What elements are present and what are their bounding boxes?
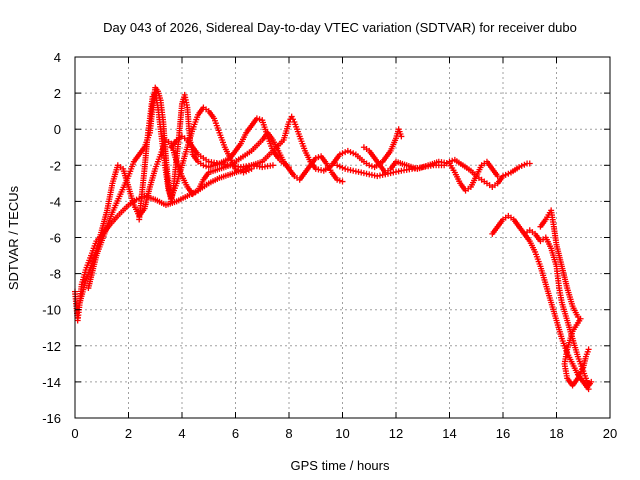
y-tick-label: -8 xyxy=(49,267,61,282)
x-tick-label: 10 xyxy=(335,426,349,441)
y-tick-label: -12 xyxy=(42,339,61,354)
axis-ticks: 0 2 4 6 8 10 12 14 16 18 20 -16 -14 -12 -10 -8 -6 -4 -2 0 2 4 xyxy=(42,50,617,441)
y-tick-label: 2 xyxy=(54,86,61,101)
x-tick-label: 12 xyxy=(389,426,403,441)
y-axis-label: SDTVAR / TECUs xyxy=(6,185,21,290)
x-axis-label: GPS time / hours xyxy=(291,458,390,473)
series-trace-b xyxy=(77,129,346,304)
series-trace-j xyxy=(537,207,592,389)
x-tick-label: 18 xyxy=(549,426,563,441)
y-tick-label: -10 xyxy=(42,303,61,318)
series-markers xyxy=(537,207,592,389)
series-markers xyxy=(136,90,255,223)
y-tick-label: -2 xyxy=(49,158,61,173)
y-tick-label: -6 xyxy=(49,231,61,246)
x-tick-label: 4 xyxy=(178,426,185,441)
series-markers xyxy=(360,144,501,194)
x-tick-label: 8 xyxy=(285,426,292,441)
y-tick-label: -4 xyxy=(49,194,61,209)
y-tick-label: 0 xyxy=(54,122,61,137)
x-tick-label: 16 xyxy=(496,426,510,441)
series-markers xyxy=(77,129,346,304)
series-trace-g xyxy=(360,144,501,194)
x-tick-label: 20 xyxy=(603,426,617,441)
x-tick-label: 2 xyxy=(125,426,132,441)
chart-title: Day 043 of 2026, Sidereal Day-to-day VTE… xyxy=(103,20,577,35)
series-markers xyxy=(168,113,405,174)
x-tick-label: 6 xyxy=(232,426,239,441)
y-tick-label: 4 xyxy=(54,50,61,65)
x-tick-label: 0 xyxy=(71,426,78,441)
y-tick-label: -14 xyxy=(42,375,61,390)
series-trace-d xyxy=(136,90,255,223)
data-marks xyxy=(72,84,595,393)
x-tick-label: 14 xyxy=(442,426,456,441)
y-tick-label: -16 xyxy=(42,411,61,426)
grid-lines xyxy=(75,57,610,418)
series-trace-e xyxy=(168,113,405,174)
